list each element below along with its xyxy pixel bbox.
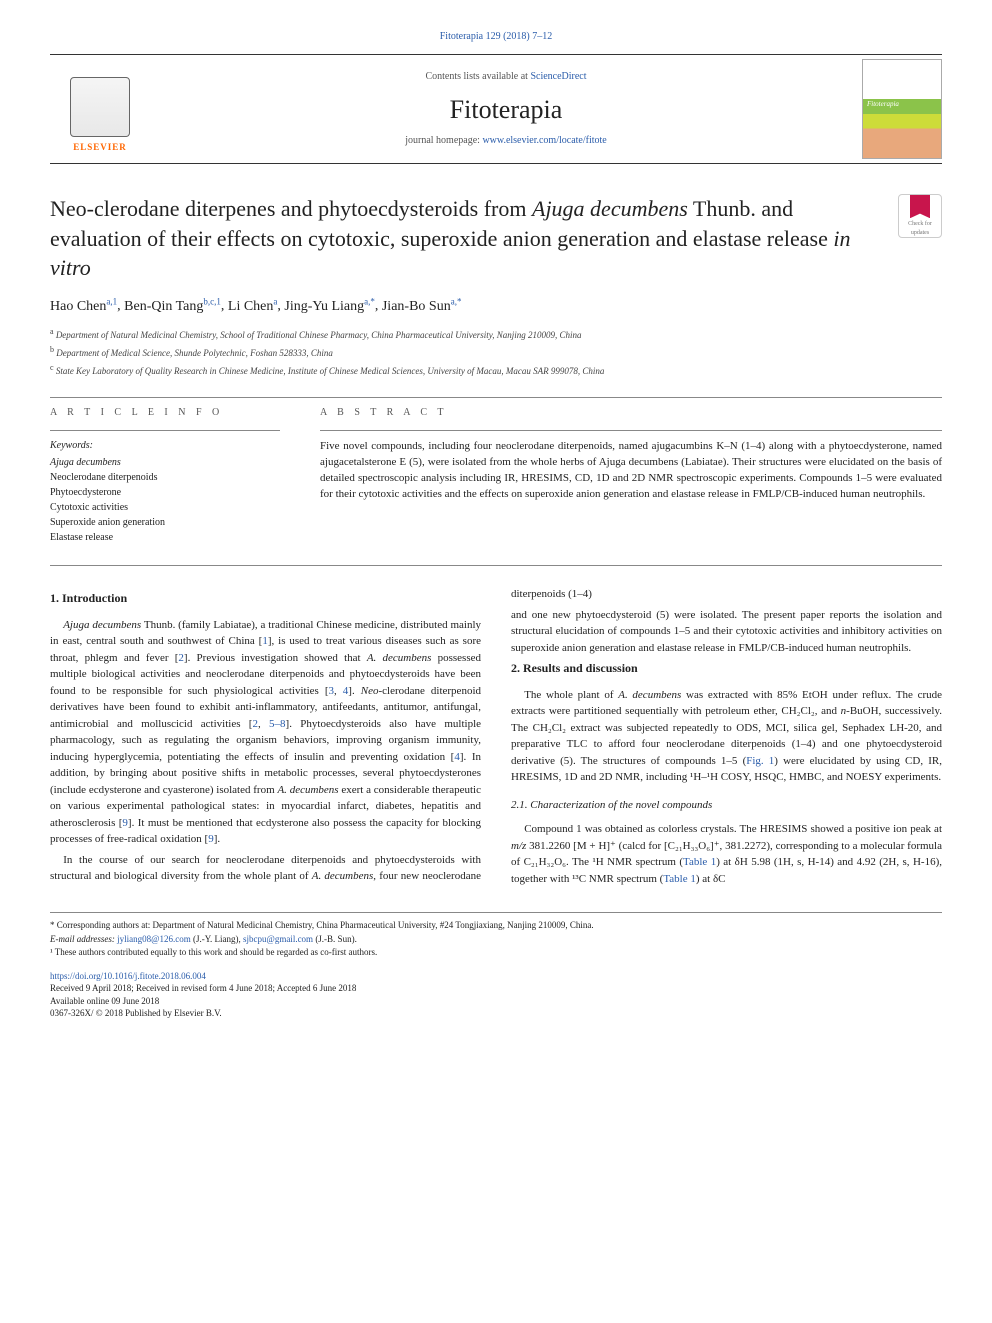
table-link[interactable]: Table 1 xyxy=(663,873,696,885)
sciencedirect-link[interactable]: ScienceDirect xyxy=(530,71,586,82)
author: Jian-Bo Suna,* xyxy=(382,299,462,314)
email-link[interactable]: sjbcpu@gmail.com xyxy=(243,934,313,944)
journal-ref-link[interactable]: Fitoterapia 129 (2018) 7–12 xyxy=(440,31,552,42)
keyword: Elastase release xyxy=(50,530,280,545)
author: Ben-Qin Tangb,c,1 xyxy=(124,299,221,314)
article-body: 1. Introduction Ajuga decumbens Thunb. (… xyxy=(50,586,942,888)
divider xyxy=(50,430,280,431)
elsevier-logo: ELSEVIER xyxy=(50,64,150,154)
author: Li Chena xyxy=(228,299,278,314)
journal-homepage-line: journal homepage: www.elsevier.com/locat… xyxy=(150,134,862,148)
subsection-heading: 2.1. Characterization of the novel compo… xyxy=(511,798,942,813)
divider xyxy=(50,565,942,566)
abstract-label: A B S T R A C T xyxy=(320,406,942,420)
keywords-header: Keywords: xyxy=(50,439,280,453)
elsevier-tree-icon xyxy=(70,77,130,137)
author: Jing-Yu Lianga,* xyxy=(284,299,374,314)
keyword: Cytotoxic activities xyxy=(50,500,280,515)
doi-link[interactable]: https://doi.org/10.1016/j.fitote.2018.06… xyxy=(50,971,206,981)
body-paragraph: and one new phytoecdysteroid (5) were is… xyxy=(511,607,942,657)
body-paragraph: Ajuga decumbens Thunb. (family Labiatae)… xyxy=(50,617,481,848)
keyword: Neoclerodane diterpenoids xyxy=(50,470,280,485)
section-heading: 2. Results and discussion xyxy=(511,660,942,677)
available-online: Available online 09 June 2018 xyxy=(50,996,159,1006)
divider xyxy=(50,397,942,398)
figure-link[interactable]: Fig. 1 xyxy=(746,755,774,767)
affiliations: a Department of Natural Medicinal Chemis… xyxy=(50,326,942,377)
article-title: Neo-clerodane diterpenes and phytoecdyst… xyxy=(50,194,898,283)
contents-available-line: Contents lists available at ScienceDirec… xyxy=(150,70,862,84)
keyword: Phytoecdysterone xyxy=(50,485,280,500)
check-for-updates-badge[interactable]: Check for updates xyxy=(898,194,942,238)
article-info-label: A R T I C L E I N F O xyxy=(50,406,280,420)
abstract-column: A B S T R A C T Five novel compounds, in… xyxy=(320,406,942,545)
table-link[interactable]: Table 1 xyxy=(683,856,716,868)
keyword: Ajuga decumbens xyxy=(50,455,280,470)
keyword: Superoxide anion generation xyxy=(50,515,280,530)
journal-cover-thumbnail xyxy=(862,59,942,159)
abstract-text: Five novel compounds, including four neo… xyxy=(320,439,942,503)
article-info-row: A R T I C L E I N F O Keywords: Ajuga de… xyxy=(50,406,942,545)
journal-name: Fitoterapia xyxy=(150,92,862,128)
publisher-name: ELSEVIER xyxy=(73,141,127,154)
author-list: Hao Chena,1, Ben-Qin Tangb,c,1, Li Chena… xyxy=(50,295,942,316)
masthead-center: Contents lists available at ScienceDirec… xyxy=(150,70,862,148)
author: Hao Chena,1 xyxy=(50,299,117,314)
corresponding-author-note: * Corresponding authors at: Department o… xyxy=(50,919,942,933)
doi-block: https://doi.org/10.1016/j.fitote.2018.06… xyxy=(50,970,942,1020)
article-info-column: A R T I C L E I N F O Keywords: Ajuga de… xyxy=(50,406,280,545)
divider xyxy=(320,430,942,431)
email-line: E-mail addresses: jyliang08@126.com (J.-… xyxy=(50,933,942,947)
keywords-list: Ajuga decumbens Neoclerodane diterpenoid… xyxy=(50,455,280,545)
received-dates: Received 9 April 2018; Received in revis… xyxy=(50,983,356,993)
email-link[interactable]: jyliang08@126.com xyxy=(117,934,191,944)
journal-reference-header: Fitoterapia 129 (2018) 7–12 xyxy=(50,30,942,44)
masthead: ELSEVIER Contents lists available at Sci… xyxy=(50,54,942,164)
copyright-line: 0367-326X/ © 2018 Published by Elsevier … xyxy=(50,1008,222,1018)
cofirst-author-note: ¹ These authors contributed equally to t… xyxy=(50,946,942,960)
section-heading: 1. Introduction xyxy=(50,590,481,607)
footnotes: * Corresponding authors at: Department o… xyxy=(50,912,942,960)
journal-homepage-link[interactable]: www.elsevier.com/locate/fitote xyxy=(482,135,606,146)
body-paragraph: Compound 1 was obtained as colorless cry… xyxy=(511,821,942,887)
citation-link[interactable]: 5–8 xyxy=(269,718,286,730)
body-paragraph: The whole plant of A. decumbens was extr… xyxy=(511,687,942,786)
